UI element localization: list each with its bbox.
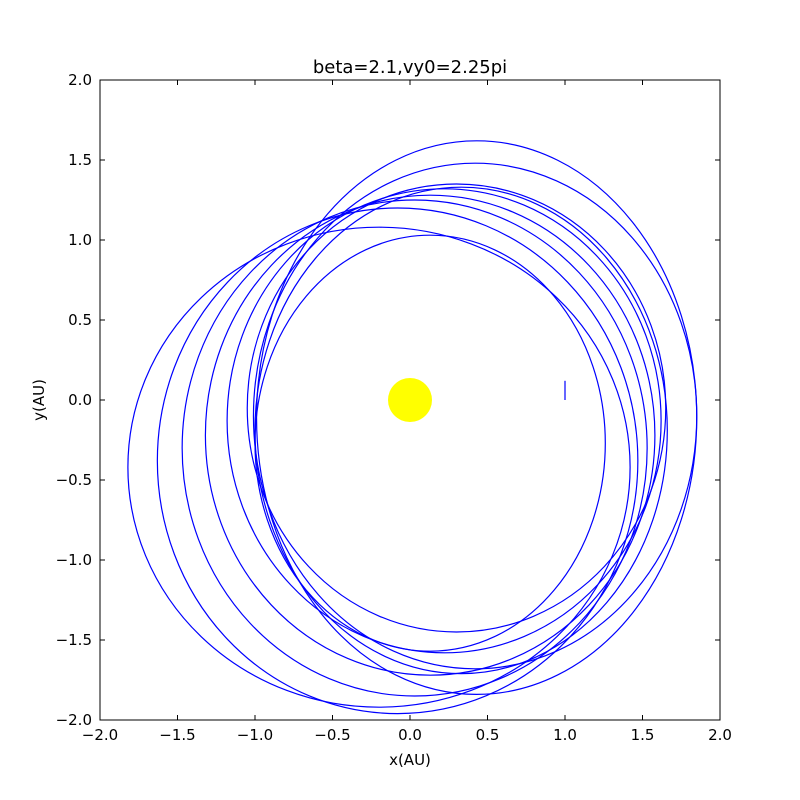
orbit-loop-5: [156, 207, 639, 715]
y-tick-label: −1.0: [56, 551, 92, 569]
y-tick-label: 1.0: [68, 231, 92, 249]
x-tick-label: 1.5: [631, 726, 655, 744]
sun-marker: [388, 378, 432, 422]
y-tick-label: −1.5: [56, 631, 92, 649]
y-axis: −2.0 −1.5 −1.0 −0.5 0.0 0.5 1.0 1.5 2.0: [56, 71, 720, 729]
x-tick-label: 0.5: [476, 726, 500, 744]
x-tick-label: −0.5: [314, 726, 350, 744]
orbit-loop-8: [252, 162, 698, 670]
y-tick-label: −0.5: [56, 471, 92, 489]
y-tick-label: 0.0: [68, 391, 92, 409]
x-axis-label: x(AU): [389, 751, 431, 769]
y-axis-label: y(AU): [30, 379, 48, 421]
x-tick-label: 0.0: [398, 726, 422, 744]
orbit-loop-4: [181, 199, 648, 697]
x-tick-label: 1.0: [553, 726, 577, 744]
x-tick-label: −1.0: [237, 726, 273, 744]
x-tick-label: −2.0: [82, 726, 118, 744]
y-tick-label: 2.0: [68, 71, 92, 89]
y-tick-label: 1.5: [68, 151, 92, 169]
orbit-loop-3: [204, 194, 656, 676]
y-tick-label: −2.0: [56, 711, 92, 729]
plot-area: [127, 140, 698, 715]
orbit-loop-6: [127, 226, 631, 708]
x-axis: −2.0 −1.5 −1.0 −0.5 0.0 0.5 1.0 1.5 2.0: [82, 80, 732, 744]
orbit-loop-10: [254, 234, 606, 652]
chart-title: beta=2.1,vy0=2.25pi: [313, 57, 507, 78]
x-tick-label: 2.0: [708, 726, 732, 744]
orbit-loop-1: [246, 183, 667, 633]
orbit-loop-2: [226, 188, 662, 654]
y-tick-label: 0.5: [68, 311, 92, 329]
x-tick-label: −1.5: [159, 726, 195, 744]
